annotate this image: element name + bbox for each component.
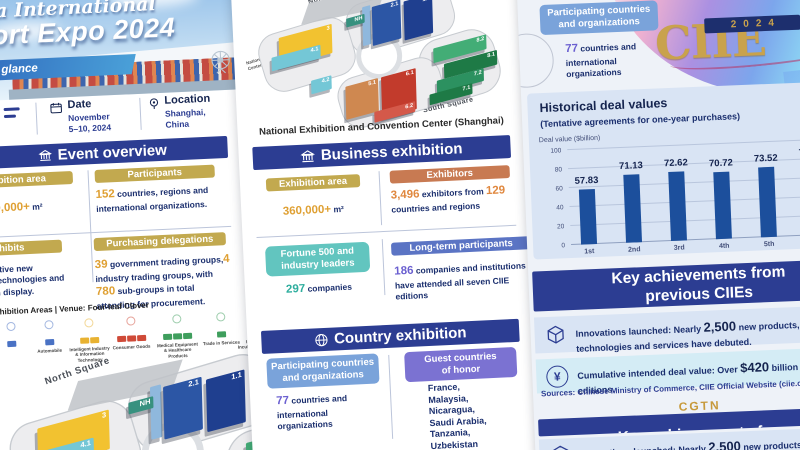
page-middle: North Square South Square National Conve… [230,0,545,450]
y-tick: 0 [561,242,566,250]
bar-value: 78.41 [788,146,800,159]
hall-block: 2.1 [163,376,203,440]
bar-3rd [668,171,687,241]
biz-exhibition-area-badge: Exhibition area [265,174,361,192]
legend-item-automobile: 2.1 Automobile [27,319,70,354]
page-left: China International Import Expo 2024 at … [0,0,277,450]
y-tick: 20 [556,223,565,231]
purchasing-delegations-badge: Purchasing delegations [93,232,227,252]
bar-value: 72.62 [663,157,688,170]
bar-2nd [623,174,643,243]
y-tick: 60 [555,185,563,193]
exhibitors-text: 3,496 exhibitors from 129 countries and … [390,184,506,215]
calendar-icon [50,102,63,114]
key-achievements-header: Key achievements from previous CIIEs [532,258,800,312]
y-tick: 100 [550,147,562,155]
longterm-text: 186 companies and institutions have atte… [394,260,526,302]
biz-exhibition-area-value: 360,000+ m² [282,203,345,218]
event-overview-title: Event overview [57,141,168,164]
participants-badge: Participants [94,164,215,183]
longterm-badge: Long-term participants [390,236,532,256]
legend-icon [43,320,54,330]
participating-countries-badge: Participating countries and organization… [539,0,659,35]
exhibitors-badge: Exhibitors [389,165,511,184]
hall-block: 1.1 [205,369,246,433]
venue-caption: Exhibition Areas | Venue: Four-leaf Clov… [0,300,150,317]
guest-countries-badge: Guest countries of honor [404,346,518,382]
guest-countries-list: France, Malaysia, Nicaragua, Saudi Arabi… [427,381,487,450]
participating-countries-badge: Participating countries and organization… [266,353,380,389]
venue-map: North Square South Square National Conve… [245,0,507,133]
location-value: Shanghai, China [164,106,206,130]
y-tick: 80 [554,166,563,174]
page-right: Participating countries and organization… [516,0,800,450]
legend-item-medical: 3.1 7.1 8.1 Medical Equipment & Healthcare… [155,313,199,359]
location-label: Location [164,92,211,107]
bar-5th [758,166,777,238]
divider [256,224,517,239]
participating-countries-text: 77 countries and international organizat… [275,392,348,432]
bar-chart: 0 20 40 60 80 100 57.83 71.13 72.62 70.7… [550,137,800,255]
clipped-info-line [3,107,20,112]
country-exhibition-title: Country exhibition [333,324,467,348]
globe-icon [315,333,328,346]
bar-1st [578,189,598,245]
divider [35,102,38,135]
divider [388,354,394,439]
business-exhibition-title: Business exhibition [320,140,463,164]
legend-icon [5,321,16,332]
yuan-icon: ¥ [545,365,569,389]
country-exhibition-header: Country exhibition [260,318,520,354]
cube-icon [547,325,564,344]
exhibits-text: Representative new products, technologie… [0,262,65,300]
divider [378,171,383,226]
bank-icon [38,149,52,161]
venue-map-large: North Square 2.1 1.1 NH 3 4.1 4.2 5.1 6.… [0,347,277,450]
date-label: Date [67,98,92,112]
divider [381,239,386,296]
date-value: November 5–10, 2024 [67,111,112,135]
participants-text: 152 countries, regions and international… [95,184,209,214]
clipped-info-line [3,114,17,119]
ferris-wheel-icon [211,50,230,74]
bar-4th [713,171,732,240]
achievement-innovations: Innovations launched: Nearly 2,500 new p… [533,304,800,354]
hall-block [362,5,372,47]
location-icon [149,98,159,109]
divider [87,170,94,283]
cube-icon [552,445,569,450]
exhibition-area-value: 420,000+ m² [0,200,43,216]
bar-value: 71.13 [618,160,644,173]
bank-icon [300,149,316,162]
globe-decoration [516,32,555,89]
exhibits-badge: Exhibits [0,239,63,258]
fortune500-text: 297 companies [285,281,353,296]
exhibition-area-badge: Exhibition area [0,170,74,190]
y-tick: 40 [556,204,564,212]
bar-value: 70.72 [708,157,734,170]
hall-block: 2.1 [371,0,402,46]
event-overview-header: Event overview [0,135,229,170]
legend-icon [125,316,136,326]
divider [139,97,142,130]
fortune500-badge: Fortune 500 and industry leaders [264,241,371,277]
bar-value: 57.83 [574,174,599,187]
legend-icon [171,314,182,324]
hall-block [149,384,163,440]
legend-item-consumer-goods: 5.1 6.1 8.1 Consumer Goods [109,316,152,351]
legend-icon [83,318,94,328]
legend-icon [215,312,225,322]
business-exhibition-header: Business exhibition [252,134,512,171]
bar-value: 73.52 [753,152,778,165]
x-tick: 6th [792,238,800,247]
hero-sky: China International Import Expo 2024 at … [0,0,255,102]
